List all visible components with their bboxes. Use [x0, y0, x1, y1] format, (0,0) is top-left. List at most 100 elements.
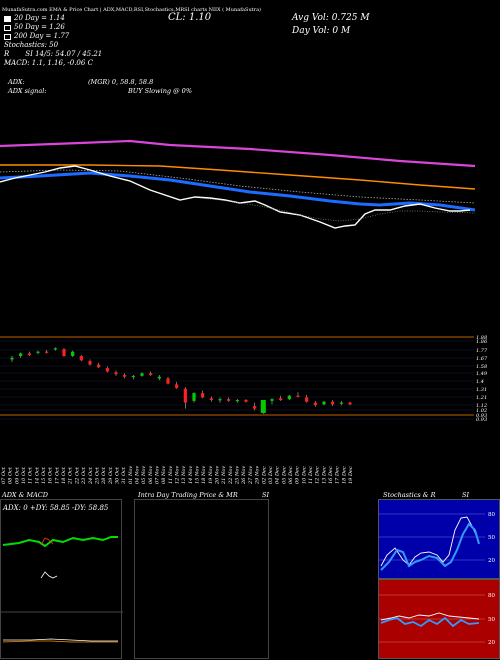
- candle-body: [123, 374, 127, 377]
- date-axis-label: 25 Oct: [94, 466, 100, 485]
- date-axis-label: 19 Nov: [208, 466, 214, 484]
- date-axis-label: 10 Oct: [21, 466, 27, 484]
- date-axis-label: 12 Dec: [315, 466, 321, 484]
- candle-body: [114, 372, 118, 375]
- ema50-swatch: [4, 24, 11, 31]
- date-axis-label: 06 Dec: [288, 466, 294, 484]
- date-axis-label: 25 Nov: [235, 466, 241, 485]
- price-axis-label: 1.86: [476, 339, 488, 345]
- macd-line: [3, 638, 118, 642]
- date-axis-label: 31 Oct: [121, 466, 127, 484]
- candle-body: [227, 399, 231, 401]
- adx-mgr: (MGR) 0, 58.8, 58.8: [88, 78, 154, 86]
- ema200-line: [0, 139, 476, 168]
- candle-body: [157, 376, 161, 379]
- candle-body: [175, 384, 179, 388]
- mrsi-blue-line: [380, 616, 480, 628]
- candle-body: [348, 402, 352, 405]
- date-axis-label: 04 Dec: [275, 466, 281, 484]
- date-axis-label: 21 Oct: [68, 466, 74, 485]
- candle-body: [305, 397, 309, 402]
- date-axis-label: 07 Nov: [154, 466, 160, 484]
- date-axis-label: 15 Nov: [195, 466, 201, 484]
- candle-body: [253, 406, 257, 409]
- candle-body: [322, 401, 326, 405]
- price-axis-label: 1.02: [476, 408, 487, 414]
- date-axis-label: 07 Oct: [1, 466, 7, 484]
- adx-green-line: [2, 536, 118, 548]
- mrsi-tick: 80: [488, 593, 495, 599]
- candle-body: [45, 351, 49, 353]
- candle-body: [331, 401, 335, 405]
- date-axis-label: 18 Dec: [341, 466, 347, 484]
- adx-readout: ADX: 0 +DY: 58.85 -DY: 58.85: [3, 504, 109, 512]
- date-axis-label: 17 Dec: [335, 466, 341, 484]
- candle-body: [183, 388, 187, 403]
- candle-body: [313, 402, 317, 406]
- date-axis-label: 17 Oct: [54, 466, 60, 484]
- candle-body: [192, 393, 196, 401]
- close-label: CL: 1.10: [168, 12, 212, 23]
- candle-body: [62, 349, 66, 356]
- candle-body: [218, 399, 222, 401]
- intraday-panel: [134, 499, 269, 659]
- chart-header: MunafaSutra.com EMA & Price Chart | ADX,…: [2, 7, 261, 13]
- stoch-blue-line: [380, 522, 480, 571]
- candles: [10, 347, 352, 414]
- candle-body: [287, 395, 291, 400]
- price-gridlines: [0, 336, 474, 420]
- adx-panel: ADX: 0 +DY: 58.85 -DY: 58.85: [0, 499, 123, 659]
- stoch-si-label: SI: [462, 491, 470, 499]
- date-axis-label: 26 Nov: [241, 466, 247, 485]
- avg-volume: Avg Vol: 0.725 M: [292, 13, 370, 23]
- stoch-chart: 80 50 20: [379, 512, 495, 571]
- candle-body: [88, 361, 92, 365]
- stoch-tick: 80: [488, 512, 495, 518]
- date-axis-label: 16 Dec: [328, 466, 334, 484]
- stoch-white-line: [380, 516, 480, 567]
- candle-body: [166, 378, 170, 384]
- candle-body: [149, 373, 153, 375]
- ema50-value: 50 Day = 1.26: [14, 23, 65, 31]
- candle-body: [71, 351, 75, 356]
- candle-body: [235, 400, 239, 402]
- main-chart: 1.881.861.771.671.581.491.41.311.211.121…: [0, 139, 488, 485]
- date-axis-label: 14 Oct: [34, 466, 40, 484]
- date-axis-label: 20 Nov: [215, 466, 221, 485]
- adx-panel-title: ADX & MACD: [2, 491, 48, 499]
- adx-label: ADX:: [8, 78, 25, 86]
- date-axis-label: 13 Dec: [321, 466, 327, 484]
- date-axis-label: 08 Oct: [8, 466, 14, 484]
- date-axis-label: 06 Nov: [148, 466, 154, 484]
- candle-body: [27, 353, 31, 356]
- date-axis: 07 Oct 08 Oct 09 Oct 10 Oct 11 Oct 14 Oct 15 O…: [1, 466, 354, 485]
- ema-lines: [0, 139, 476, 229]
- candle-body: [279, 398, 283, 401]
- date-axis-label: 21 Nov: [221, 466, 227, 485]
- date-axis-label: 04 Nov: [134, 466, 140, 484]
- date-axis-label: 29 Oct: [108, 466, 114, 485]
- macd-signal-line: [2, 640, 118, 643]
- date-axis-label: 18 Nov: [201, 466, 207, 484]
- ema200-swatch: [4, 33, 11, 40]
- date-axis-label: 08 Nov: [161, 466, 167, 484]
- date-axis-label: 11 Oct: [28, 466, 34, 484]
- price-axis-label: 1.12: [476, 403, 487, 409]
- candle-body: [53, 348, 57, 350]
- date-axis-label: 19 Dec: [348, 466, 354, 484]
- candle-body: [19, 353, 23, 356]
- date-axis-label: 14 Nov: [188, 466, 194, 484]
- date-axis-label: 15 Oct: [41, 466, 47, 484]
- candle-body: [244, 400, 248, 402]
- adx-signal-label: ADX signal:: [8, 87, 47, 95]
- price-axis-label: 1.4: [476, 379, 484, 385]
- candle-body: [140, 373, 144, 376]
- adx-signal-value: BUY Slowing @ 0%: [128, 87, 192, 95]
- date-axis-label: 11 Dec: [308, 466, 314, 484]
- date-axis-label: 22 Nov: [228, 466, 234, 485]
- macd-value: MACD: 1.1, 1.16, -0.06 C: [4, 59, 93, 67]
- candle-body: [105, 368, 109, 372]
- stochastics-value: Stochastics: 50: [4, 41, 59, 49]
- stoch-panel: 80 50 20: [378, 499, 500, 579]
- price-axis-label: 1.58: [476, 364, 487, 370]
